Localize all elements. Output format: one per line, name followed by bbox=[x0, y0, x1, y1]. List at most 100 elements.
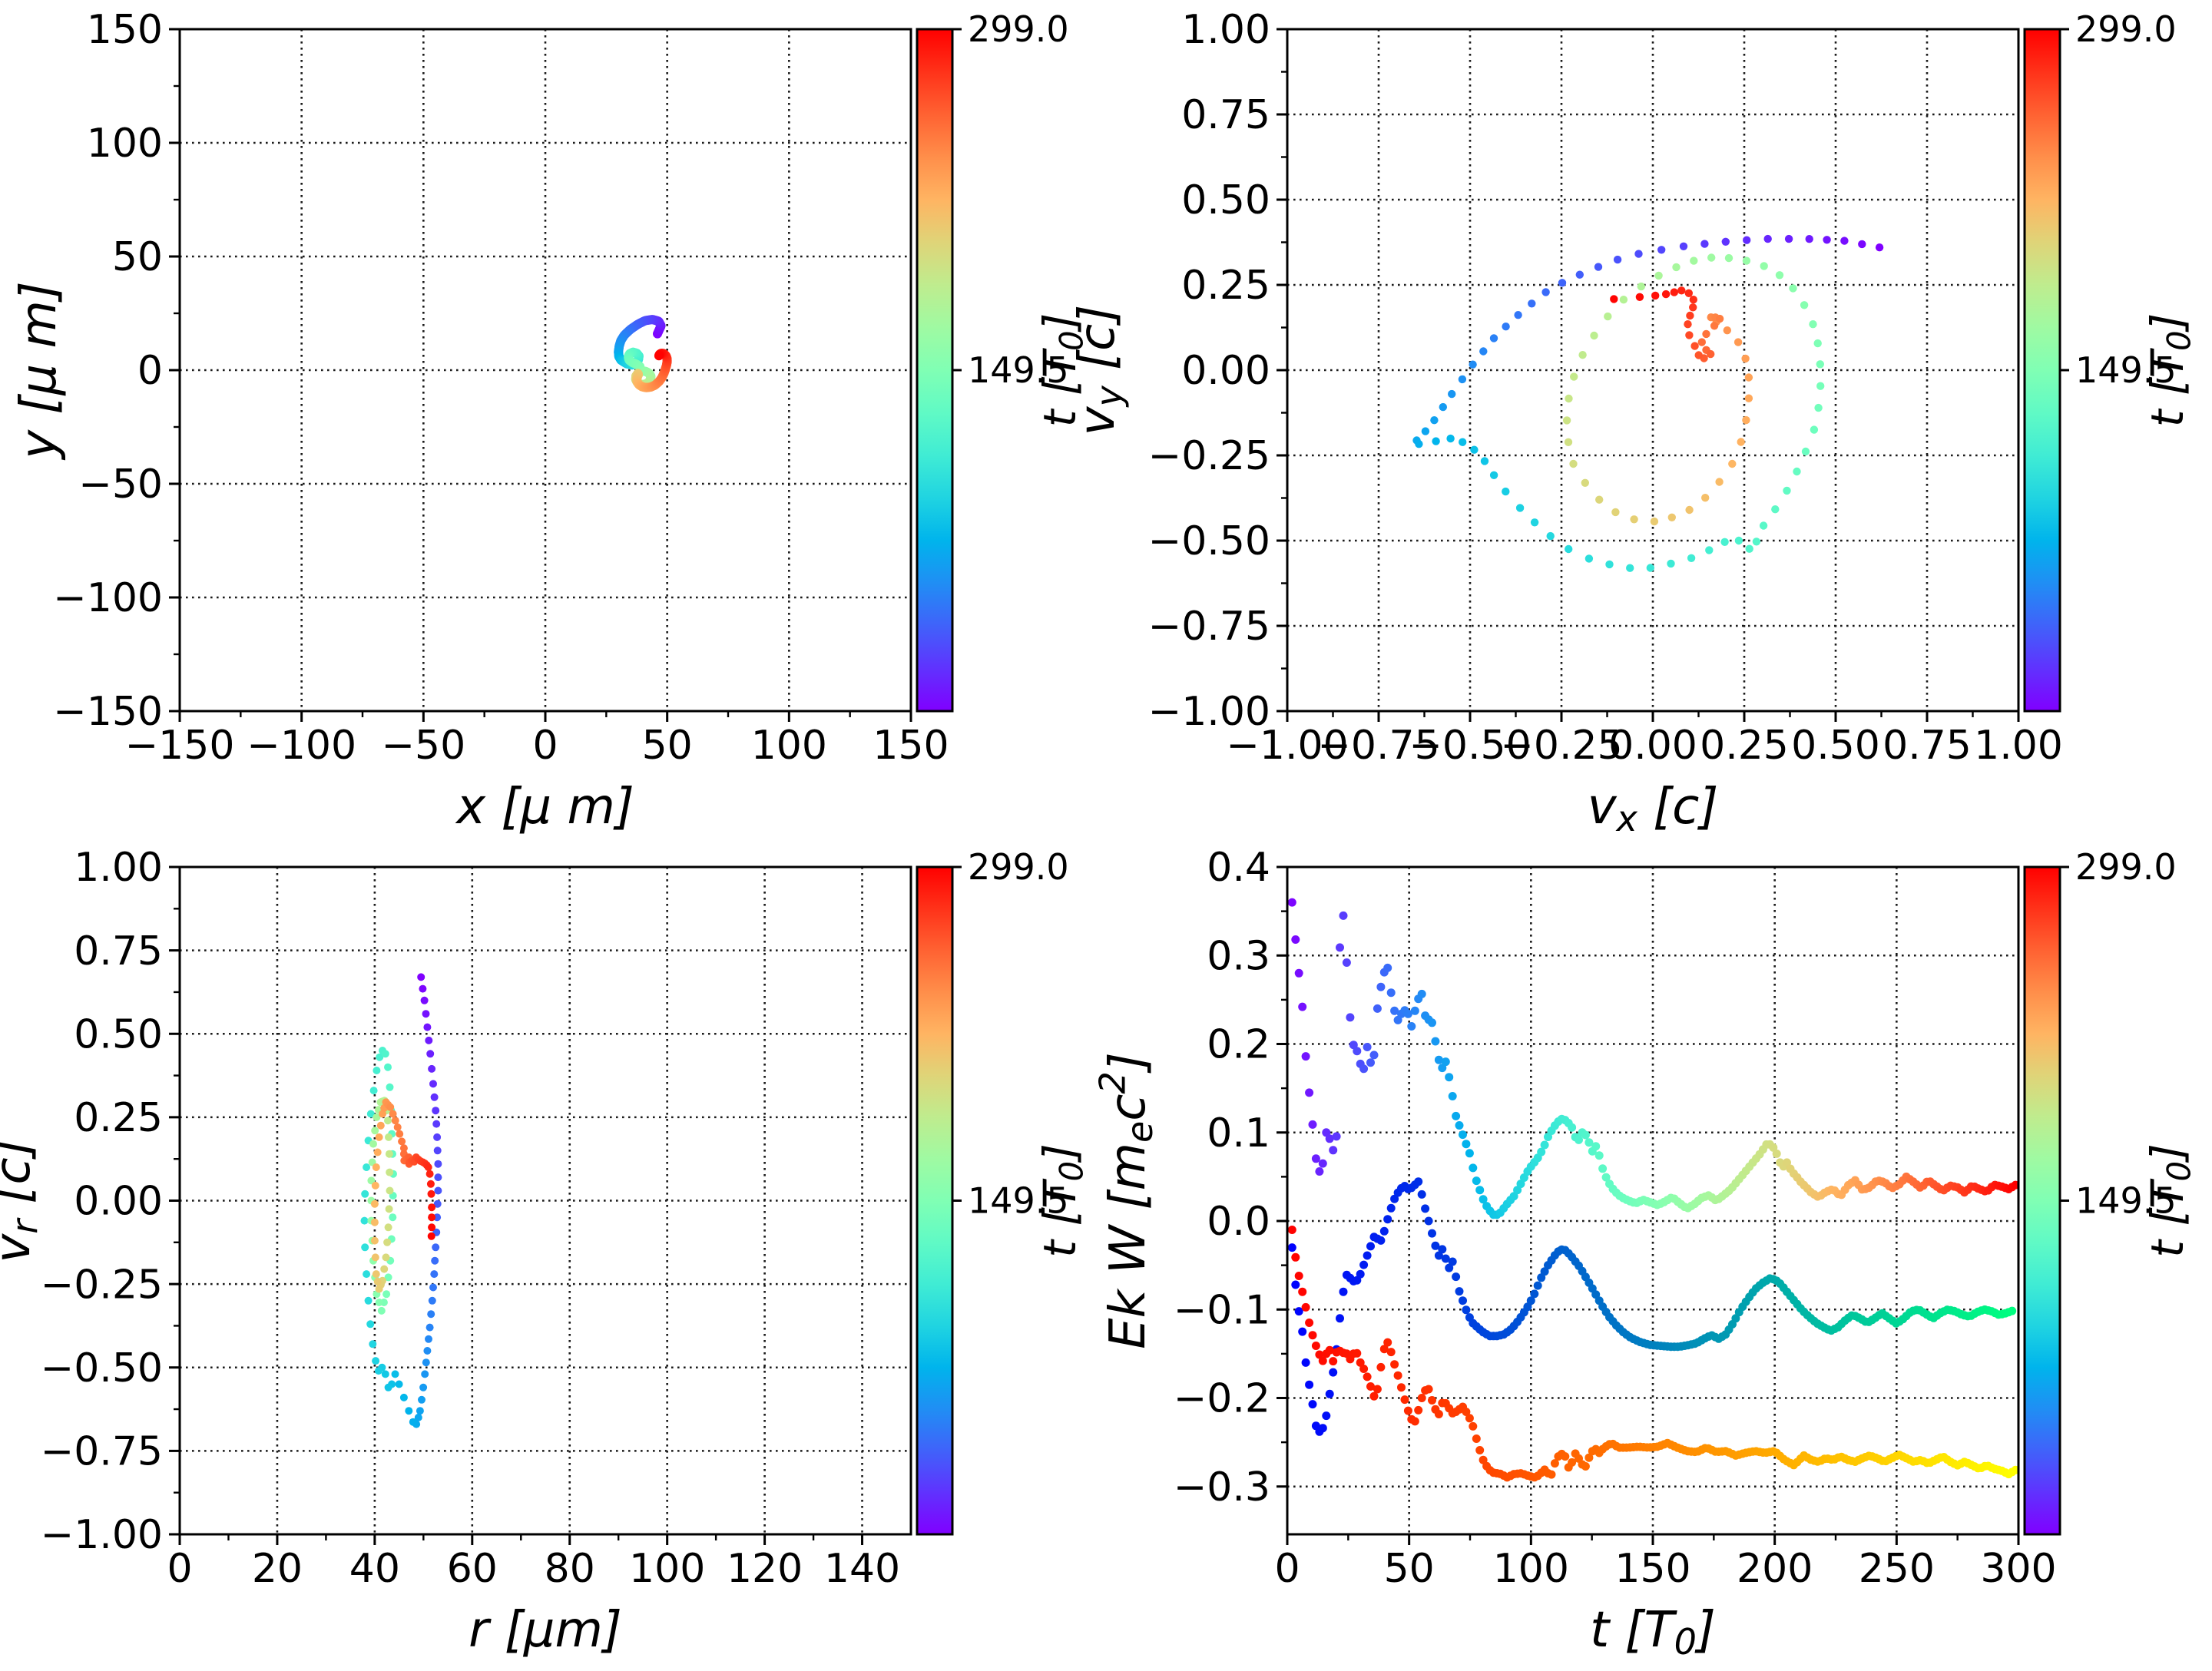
series-trajectory-rvr bbox=[360, 973, 442, 1428]
colorbar-label-xy: t [T0] bbox=[1034, 313, 1090, 427]
scatter-xy bbox=[614, 315, 672, 392]
svg-text:100: 100 bbox=[1493, 1546, 1569, 1592]
svg-text:−0.3: −0.3 bbox=[1174, 1464, 1270, 1511]
svg-text:−150: −150 bbox=[125, 723, 235, 769]
svg-text:−0.25: −0.25 bbox=[1500, 723, 1622, 769]
svg-text:1.00: 1.00 bbox=[1974, 723, 2063, 769]
colorbar-label-ekw: t [T0] bbox=[2141, 1143, 2197, 1257]
colorbar-tick-xy: 299.0 bbox=[968, 8, 1069, 50]
svg-text:−1.00: −1.00 bbox=[1226, 723, 1348, 769]
svg-text:250: 250 bbox=[1859, 1546, 1935, 1592]
svg-text:50: 50 bbox=[112, 234, 163, 280]
svg-text:−0.25: −0.25 bbox=[1148, 433, 1270, 479]
svg-text:0.25: 0.25 bbox=[1181, 263, 1270, 309]
svg-text:−150: −150 bbox=[53, 689, 163, 735]
svg-text:0.1: 0.1 bbox=[1207, 1110, 1270, 1156]
ylabel-rvr: vr [c] bbox=[0, 1138, 45, 1262]
xlabel-vxvy: vx [c] bbox=[1588, 779, 1719, 839]
panel-ekw: 0 50 100 150 200 250 300 0.4 0.3 0.2 0.1 0.0 −0.1 −0.… bbox=[1091, 845, 2197, 1663]
svg-text:0.50: 0.50 bbox=[1791, 723, 1880, 769]
scatter-rvr bbox=[360, 973, 442, 1428]
series-trajectory-xy bbox=[614, 315, 672, 392]
y-tick-labels-rvr: 1.00 0.75 0.50 0.25 0.00 −0.25 −0.50 −0.75 −1.00 bbox=[41, 845, 163, 1558]
svg-text:−0.2: −0.2 bbox=[1174, 1376, 1270, 1422]
svg-text:20: 20 bbox=[252, 1546, 303, 1592]
colorbar-ekw: 299.0 149.5t [T0] bbox=[2023, 846, 2197, 1536]
svg-text:−0.75: −0.75 bbox=[41, 1429, 163, 1475]
series-particle-3-energy bbox=[1287, 1226, 2018, 1482]
series-particle-1-energy bbox=[1287, 898, 2018, 1219]
ylabel-xy: y [μ m] bbox=[11, 281, 68, 461]
xlabel-rvr: r [μm] bbox=[469, 1602, 622, 1659]
svg-text:0.3: 0.3 bbox=[1207, 933, 1270, 979]
svg-text:0: 0 bbox=[1274, 1546, 1300, 1592]
svg-text:60: 60 bbox=[447, 1546, 498, 1592]
y-tick-labels-xy: 150 100 50 0 −50 −100 −150 bbox=[53, 7, 163, 735]
svg-text:0.75: 0.75 bbox=[1181, 92, 1270, 138]
svg-text:−0.50: −0.50 bbox=[1148, 518, 1270, 564]
svg-text:0.00: 0.00 bbox=[1608, 723, 1697, 769]
svg-text:−1.00: −1.00 bbox=[41, 1512, 163, 1558]
svg-text:80: 80 bbox=[545, 1546, 595, 1592]
ylabel-vxvy: vy [c] bbox=[1069, 305, 1130, 436]
svg-text:150: 150 bbox=[87, 7, 163, 53]
colorbar-tick-ekw: 149.5 bbox=[2075, 1180, 2177, 1222]
xlabel-ekw: t [T0] bbox=[1590, 1602, 1716, 1663]
svg-text:0: 0 bbox=[532, 723, 558, 769]
colorbar-tick-vxvy: 149.5 bbox=[2075, 349, 2177, 391]
svg-text:−0.50: −0.50 bbox=[1409, 723, 1531, 769]
colorbar-tick-xy: 149.5 bbox=[968, 349, 1069, 391]
svg-text:150: 150 bbox=[1614, 1546, 1690, 1592]
colorbar-tick-vxvy: 299.0 bbox=[2075, 8, 2177, 50]
svg-text:0.25: 0.25 bbox=[1700, 723, 1789, 769]
svg-text:150: 150 bbox=[873, 723, 949, 769]
svg-text:0.00: 0.00 bbox=[74, 1179, 163, 1225]
x-tick-labels-rvr: 0 20 40 60 80 100 120 140 bbox=[167, 1546, 900, 1592]
x-tick-labels-vxvy: −1.00−0.75−0.50−0.250.00 0.25 0.50 0.75 1.00 bbox=[1226, 723, 2063, 769]
colorbar-label-vxvy: t [T0] bbox=[2141, 313, 2197, 427]
svg-text:50: 50 bbox=[642, 723, 693, 769]
series-trajectory-vxvy bbox=[1412, 234, 1884, 572]
xlabel-xy: x [μ m] bbox=[455, 779, 634, 836]
colorbar-tick-rvr: 299.0 bbox=[968, 846, 1069, 888]
ylabel-ekw: Ek W [mec2] bbox=[1091, 1052, 1161, 1349]
svg-text:0.2: 0.2 bbox=[1207, 1022, 1270, 1068]
svg-text:−1.00: −1.00 bbox=[1148, 689, 1270, 735]
ticks-ekw bbox=[1277, 865, 2020, 1545]
svg-text:0.75: 0.75 bbox=[74, 928, 163, 974]
svg-text:40: 40 bbox=[349, 1546, 400, 1592]
svg-text:−0.50: −0.50 bbox=[41, 1345, 163, 1391]
svg-text:100: 100 bbox=[751, 723, 827, 769]
svg-text:−100: −100 bbox=[247, 723, 356, 769]
svg-text:−0.75: −0.75 bbox=[1148, 604, 1270, 650]
panel-vxvy: −1.00−0.75−0.50−0.250.00 0.25 0.50 0.75 1.00… bbox=[1069, 7, 2197, 839]
svg-text:0.4: 0.4 bbox=[1207, 845, 1270, 891]
svg-text:0.75: 0.75 bbox=[1883, 723, 1972, 769]
colorbar-label-rvr: t [T0] bbox=[1034, 1143, 1090, 1257]
svg-text:100: 100 bbox=[629, 1546, 705, 1592]
svg-text:300: 300 bbox=[1980, 1546, 2056, 1592]
svg-text:0.00: 0.00 bbox=[1181, 348, 1270, 394]
svg-text:0.25: 0.25 bbox=[74, 1095, 163, 1141]
colorbar-tick-ekw: 299.0 bbox=[2075, 846, 2177, 888]
ticks-rvr bbox=[169, 865, 864, 1545]
scatter-ekw bbox=[1287, 898, 2018, 1482]
svg-text:1.00: 1.00 bbox=[74, 845, 163, 891]
colorbar-xy: 299.0 149.5t [T0] bbox=[916, 8, 1090, 713]
y-tick-labels-ekw: 0.4 0.3 0.2 0.1 0.0 −0.1 −0.2 −0.3 bbox=[1174, 845, 1270, 1511]
svg-text:−50: −50 bbox=[381, 723, 465, 769]
y-tick-labels-vxvy: 1.00 0.75 0.50 0.25 0.00 −0.25 −0.50 −0.75 −1.00 bbox=[1148, 7, 1270, 735]
svg-text:1.00: 1.00 bbox=[1181, 7, 1270, 53]
svg-text:−0.1: −0.1 bbox=[1174, 1287, 1270, 1333]
svg-text:0.0: 0.0 bbox=[1207, 1199, 1270, 1245]
svg-text:−0.75: −0.75 bbox=[1317, 723, 1439, 769]
colorbar-vxvy: 299.0 149.5t [T0] bbox=[2023, 8, 2197, 713]
svg-text:50: 50 bbox=[1384, 1546, 1435, 1592]
x-tick-labels-ekw: 0 50 100 150 200 250 300 bbox=[1274, 1546, 2056, 1592]
grid-rvr bbox=[180, 867, 911, 1534]
grid-vxvy bbox=[1287, 29, 2018, 711]
x-tick-labels-xy: −150 −100 −50 0 50 100 150 bbox=[125, 723, 949, 769]
svg-text:200: 200 bbox=[1737, 1546, 1813, 1592]
